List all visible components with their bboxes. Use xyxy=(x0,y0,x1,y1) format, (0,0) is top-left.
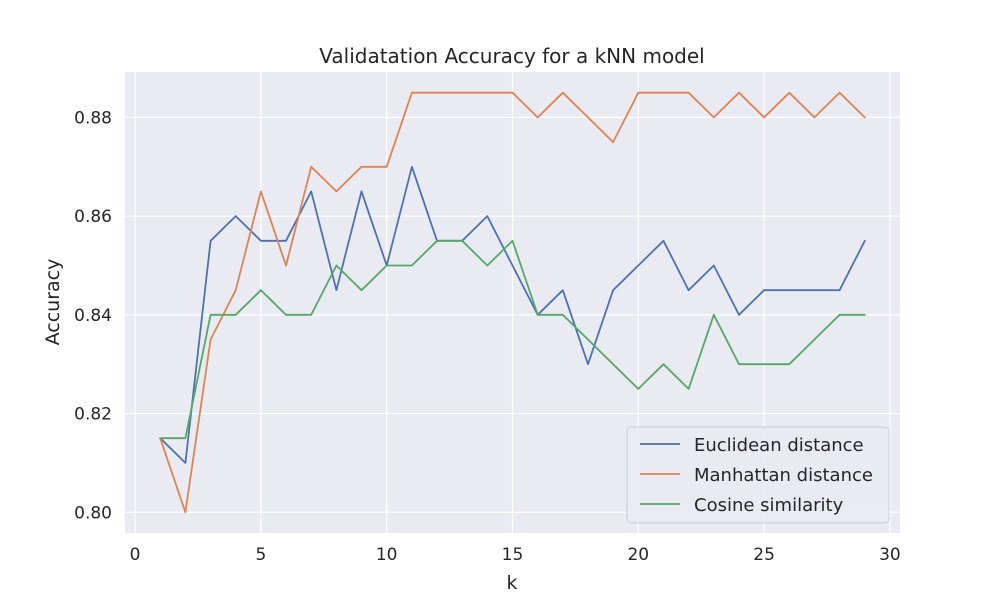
chart-title: Validatation Accuracy for a kNN model xyxy=(319,44,705,68)
series-line-3 xyxy=(159,239,866,440)
y-axis-label: Accuracy xyxy=(42,259,64,346)
legend-label: Cosine similarity xyxy=(694,495,844,516)
tick-labels: 0 5 10 15 20 25 30 0.80 0.82 0.84 0.86 0.88 xyxy=(74,108,901,565)
x-tick-label: 15 xyxy=(502,545,524,565)
x-tick-label: 5 xyxy=(255,545,266,565)
grid xyxy=(125,72,900,533)
x-axis-label: k xyxy=(506,572,517,594)
legend-box xyxy=(626,426,890,524)
x-tick-label: 30 xyxy=(879,545,901,565)
y-tick-label: 0.88 xyxy=(74,108,112,128)
legend-label: Manhattan distance xyxy=(694,465,873,486)
x-tick-label: 10 xyxy=(376,545,398,565)
y-tick-label: 0.80 xyxy=(74,503,112,523)
legend: Euclidean distance Manhattan distance Cosi… xyxy=(626,426,890,524)
x-tick-label: 20 xyxy=(627,545,649,565)
y-tick-label: 0.84 xyxy=(74,306,112,326)
series-lines xyxy=(159,91,866,514)
x-tick-label: 0 xyxy=(130,545,141,565)
y-tick-label: 0.82 xyxy=(74,405,112,425)
legend-label: Euclidean distance xyxy=(694,435,864,456)
series-line-2 xyxy=(159,91,866,514)
x-tick-label: 25 xyxy=(753,545,775,565)
y-tick-label: 0.86 xyxy=(74,207,112,227)
